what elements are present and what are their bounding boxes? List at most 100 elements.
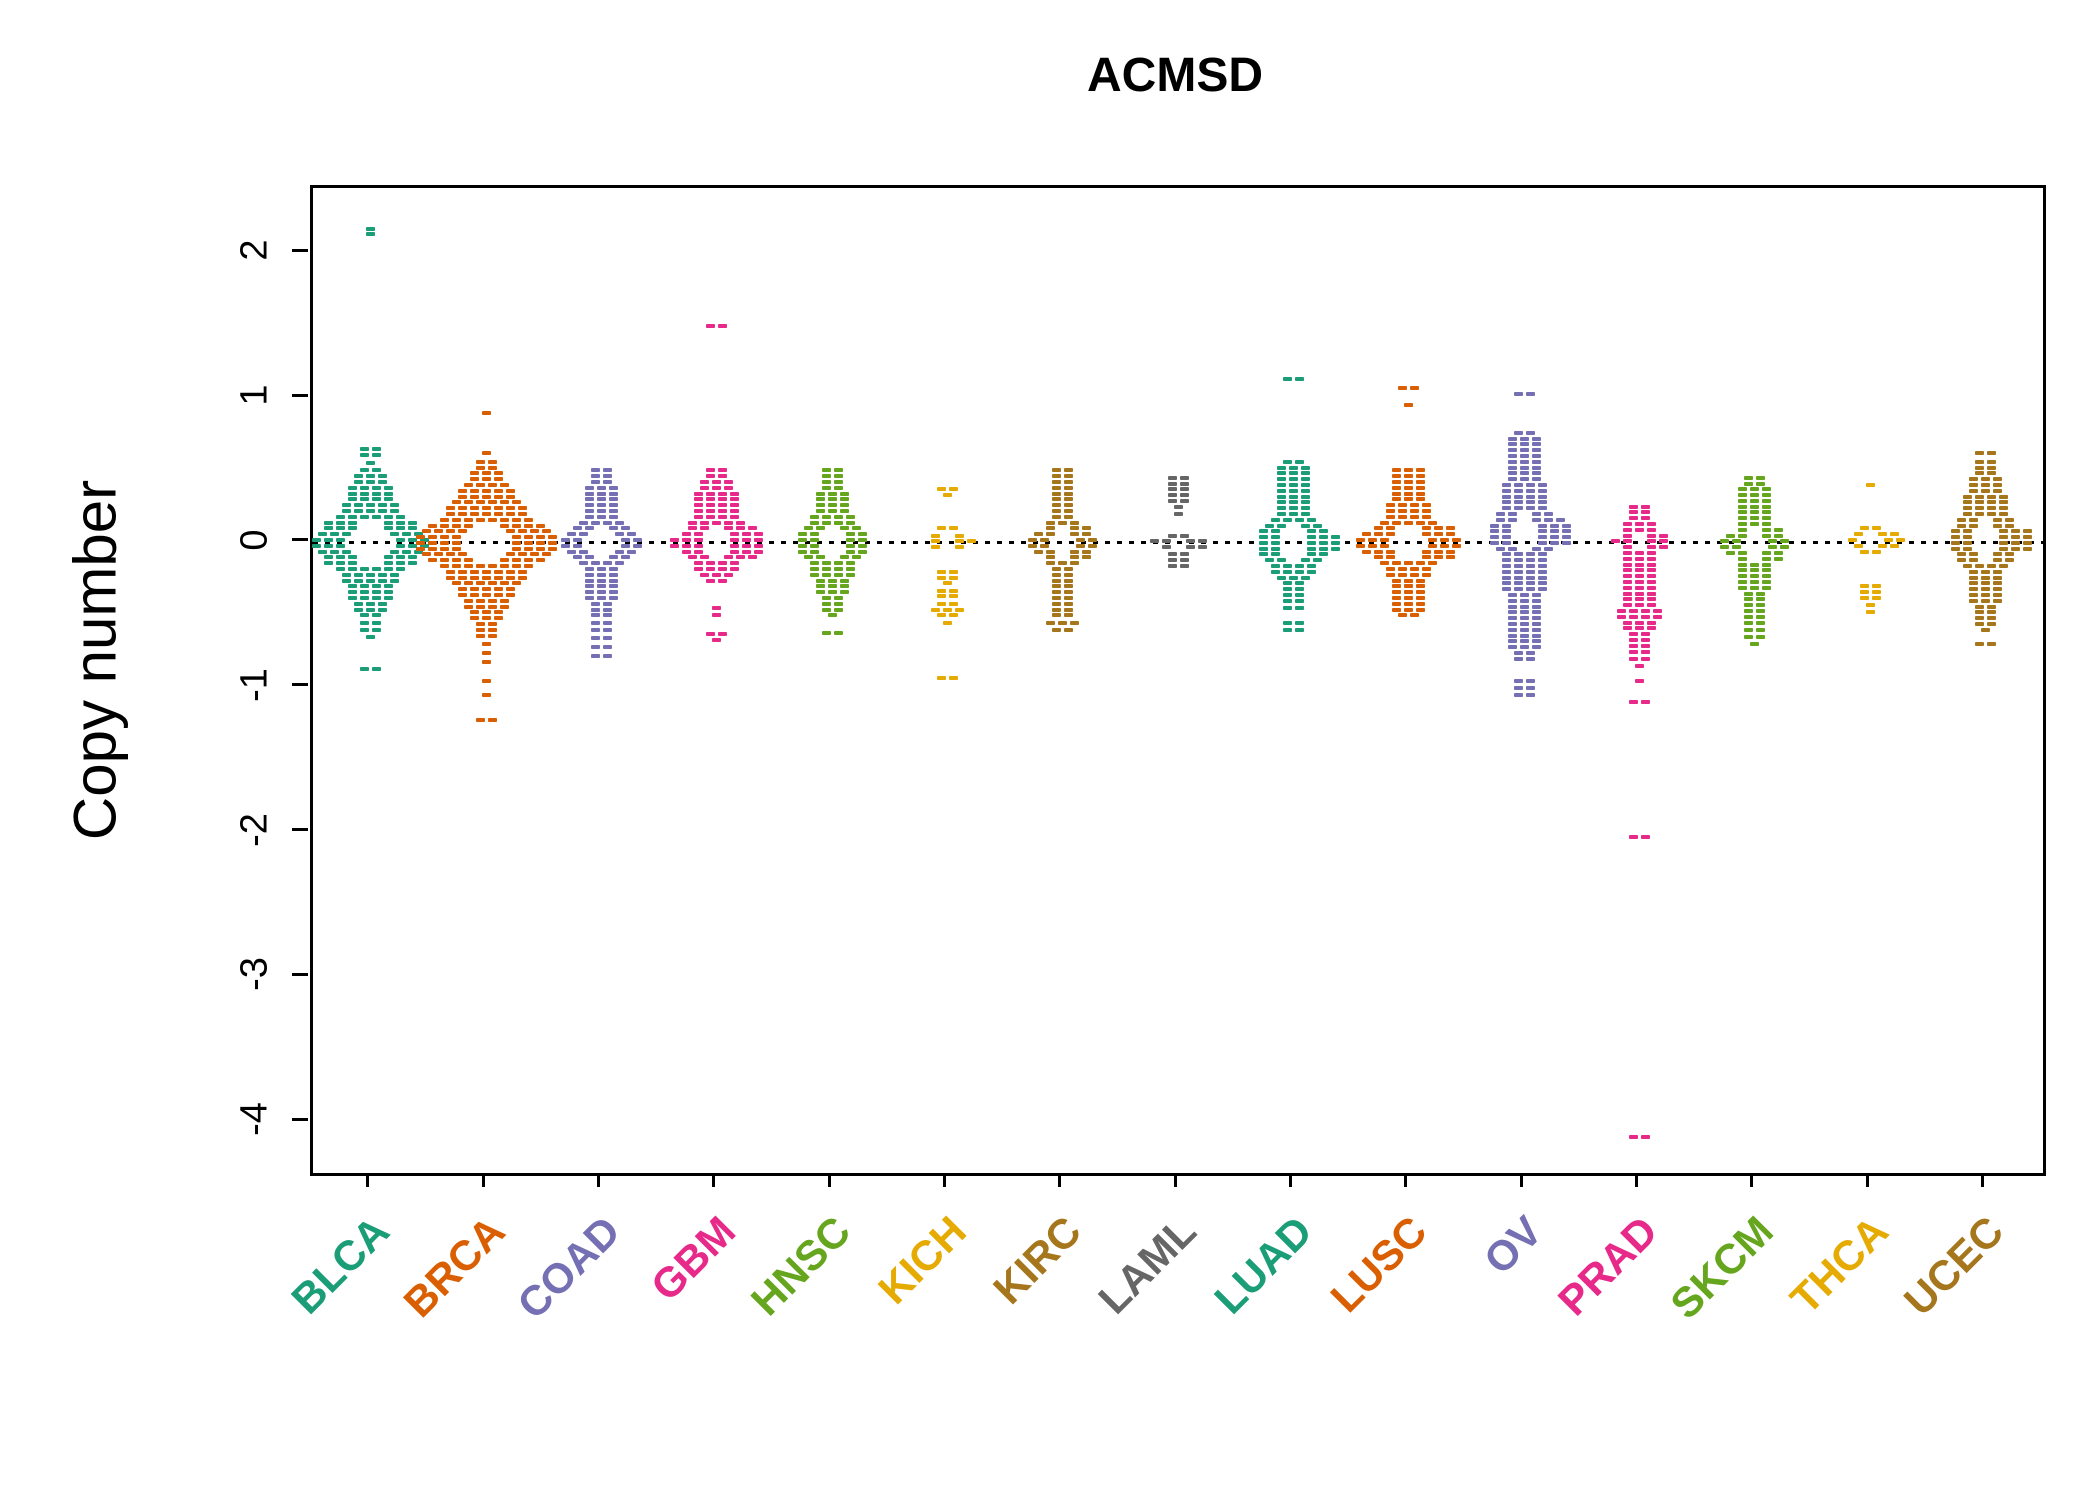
data-dash: [1865, 610, 1875, 615]
data-dash: [1356, 537, 1366, 542]
data-dash: [590, 468, 600, 473]
data-dash: [1088, 537, 1098, 542]
data-dash: [730, 497, 740, 502]
data-dash: [1064, 584, 1074, 589]
data-dash: [608, 503, 618, 508]
data-dash: [481, 610, 491, 615]
data-dash: [620, 526, 630, 531]
data-dash: [1082, 526, 1092, 531]
data-dash: [1968, 523, 1978, 528]
y-tick-label: -4: [233, 1102, 276, 1137]
data-dash: [1052, 480, 1062, 485]
data-dash: [1738, 510, 1748, 515]
data-dash: [602, 561, 612, 566]
data-dash: [1070, 520, 1080, 525]
data-dash: [523, 540, 533, 545]
data-dash: [718, 509, 728, 514]
data-dash: [1386, 526, 1396, 531]
data-dash: [529, 529, 539, 534]
data-dash: [1507, 448, 1517, 453]
data-dash: [1288, 488, 1298, 493]
data-dash: [1507, 604, 1517, 609]
data-dash: [1258, 546, 1268, 551]
data-dash: [608, 526, 618, 531]
data-dash: [718, 468, 728, 473]
data-dash: [1726, 551, 1736, 556]
data-dash: [1537, 552, 1547, 557]
data-dash: [1646, 585, 1656, 590]
data-dash: [378, 474, 388, 479]
data-dash: [372, 514, 382, 519]
data-dash: [1452, 543, 1462, 548]
data-dash: [700, 572, 710, 577]
data-dash: [1501, 488, 1511, 493]
data-dash: [366, 509, 376, 514]
data-dash: [614, 549, 624, 554]
data-dash: [2010, 540, 2020, 545]
data-dash: [445, 529, 455, 534]
data-dash: [596, 491, 606, 496]
data-dash: [1744, 620, 1754, 625]
data-dash: [1525, 581, 1535, 586]
data-dash: [1282, 569, 1292, 574]
data-dash: [360, 497, 370, 502]
data-dash: [1282, 459, 1292, 464]
data-dash: [475, 581, 485, 586]
data-dash: [712, 520, 722, 525]
data-dash: [608, 584, 618, 589]
data-dash: [547, 535, 557, 540]
data-dash: [1762, 580, 1772, 584]
data-dash: [1762, 562, 1772, 567]
data-dash: [366, 480, 376, 485]
data-dash: [1288, 511, 1298, 516]
data-dash: [1064, 485, 1074, 490]
data-dash: [584, 595, 594, 600]
data-dash: [1149, 539, 1159, 544]
data-dash: [1519, 598, 1529, 603]
data-dash: [1410, 385, 1420, 390]
data-dash: [1374, 526, 1384, 531]
data-dash: [1416, 520, 1426, 525]
data-dash: [541, 552, 551, 557]
data-dash: [1525, 650, 1535, 655]
data-dash: [1628, 632, 1638, 637]
data-dash: [1064, 497, 1074, 502]
data-dash: [1258, 540, 1268, 545]
data-dash: [1762, 487, 1772, 492]
data-dash: [936, 613, 946, 618]
data-dash: [1980, 482, 1990, 487]
data-dash: [469, 511, 479, 516]
data-dash: [1622, 551, 1632, 556]
data-dash: [1738, 516, 1748, 521]
data-dash: [1525, 430, 1535, 435]
y-tick-label: 2: [233, 239, 276, 261]
data-dash: [1052, 627, 1062, 632]
data-dash: [1762, 522, 1772, 527]
data-dash: [378, 480, 388, 485]
data-dash: [1434, 549, 1444, 554]
data-dash: [1525, 500, 1535, 505]
data-dash: [1762, 510, 1772, 515]
data-dash: [463, 558, 473, 563]
data-dash: [1070, 532, 1080, 537]
data-dash: [614, 532, 624, 537]
data-dash: [730, 509, 740, 514]
data-dash: [1628, 504, 1638, 509]
data-dash: [451, 500, 461, 505]
data-dash: [1738, 585, 1748, 590]
data-dash: [590, 561, 600, 566]
data-dash: [1859, 549, 1869, 554]
data-dash: [1167, 493, 1177, 498]
data-dash: [1531, 477, 1541, 482]
data-dash: [797, 537, 807, 542]
data-dash: [1974, 564, 1984, 569]
data-dash: [1519, 593, 1529, 598]
data-dash: [584, 503, 594, 508]
data-dash: [694, 503, 704, 508]
data-dash: [1064, 566, 1074, 571]
data-dash: [463, 482, 473, 487]
data-dash: [815, 584, 825, 589]
data-dash: [602, 474, 612, 479]
data-dash: [827, 584, 837, 589]
data-dash: [1640, 510, 1650, 515]
